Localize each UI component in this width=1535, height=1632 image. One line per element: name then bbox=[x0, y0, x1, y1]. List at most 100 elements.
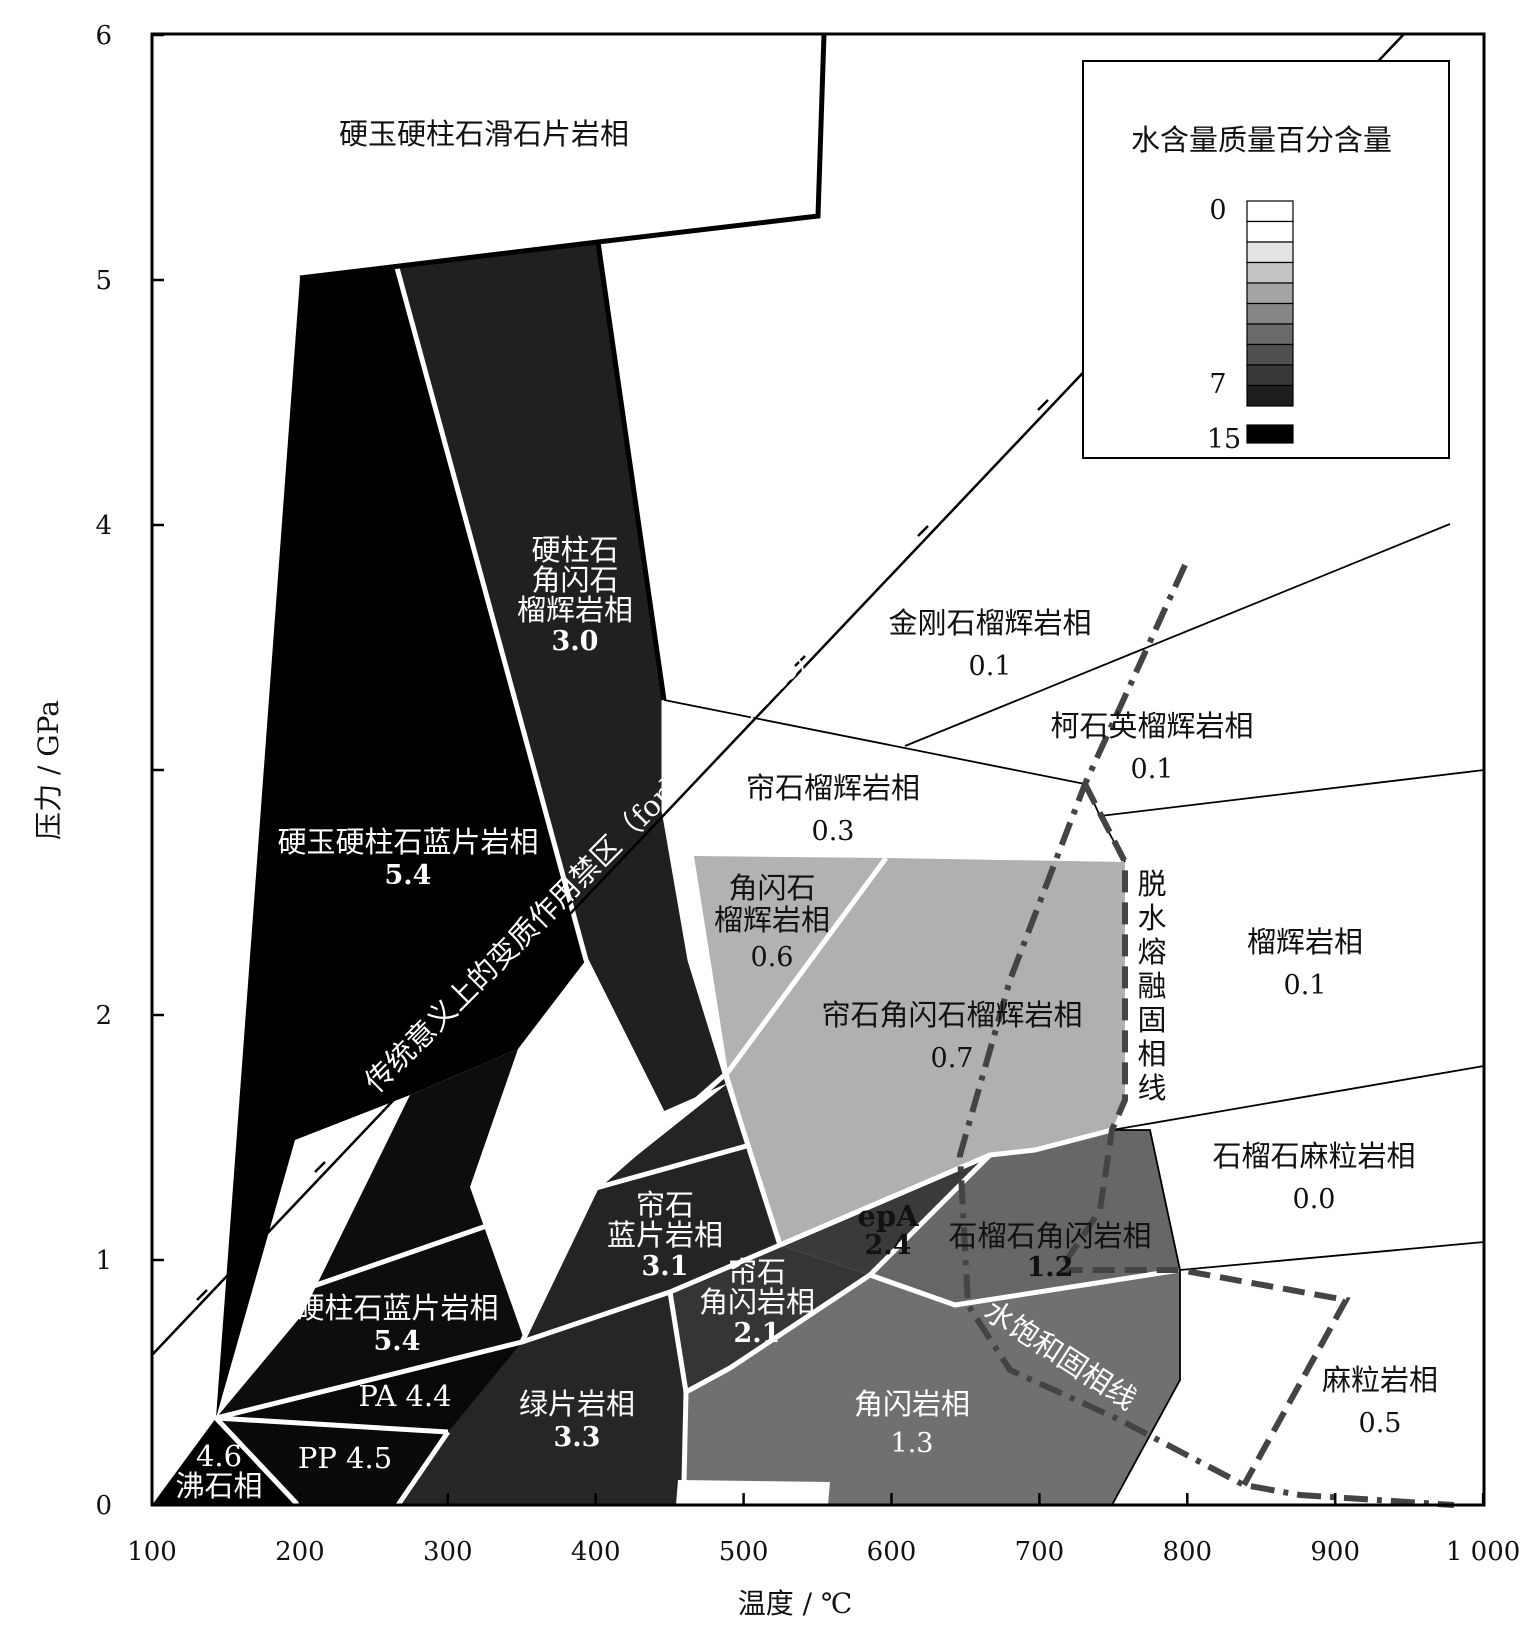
legend-swatches bbox=[1246, 200, 1294, 444]
region-jd-law-blueschist bbox=[216, 264, 586, 1418]
legend-swatch bbox=[1246, 323, 1294, 346]
region-greenschist bbox=[398, 1292, 686, 1505]
facies-water-value: 2.1 bbox=[734, 1318, 781, 1349]
facies-name: 硬柱石蓝片岩相 bbox=[295, 1291, 498, 1325]
facies-water-value: 3.1 bbox=[642, 1251, 689, 1282]
facies-name: epA bbox=[857, 1199, 919, 1233]
y-tick-label: 1 bbox=[95, 1246, 112, 1276]
water-saturated-solidus-line bbox=[956, 563, 1455, 1508]
facies-labels: 硬玉硬柱石滑石片岩相硬玉硬柱石蓝片岩相5.4硬柱石角闪石榴辉岩相3.0金刚石榴辉… bbox=[175, 117, 1438, 1503]
facies-water-value: 5.4 bbox=[374, 1326, 421, 1357]
facies-boundaries bbox=[214, 263, 1181, 1507]
facies-name: 麻粒岩相 bbox=[1322, 1363, 1438, 1397]
facies-label-amphibolite: 角闪岩相 1.3 bbox=[854, 1387, 970, 1459]
boundary-grt-amph-top bbox=[779, 1127, 1113, 1248]
x-tick-label: 800 bbox=[1162, 1537, 1212, 1567]
x-tick-label: 500 bbox=[719, 1537, 769, 1567]
facies-name: 硬玉硬柱石蓝片岩相 bbox=[277, 825, 538, 859]
dehydration-solidus-text: 脱水熔融固相线 bbox=[1137, 867, 1166, 1105]
boundary-ep-ecl-edge bbox=[661, 700, 783, 1246]
legend-swatch bbox=[1246, 282, 1294, 305]
legend-label-0: 0 bbox=[1209, 195, 1226, 226]
facies-water-value: 0.3 bbox=[812, 816, 855, 847]
facies-name: PA 4.4 bbox=[358, 1379, 451, 1413]
legend-swatch bbox=[1246, 241, 1294, 264]
region-PP bbox=[216, 1418, 448, 1505]
x-tick-label: 200 bbox=[275, 1537, 325, 1567]
x-tick-label: 400 bbox=[571, 1537, 621, 1567]
facies-water-value: 1.2 bbox=[1027, 1252, 1074, 1283]
facies-label-grt-granulite: 石榴石麻粒岩相 0.0 bbox=[1212, 1139, 1415, 1215]
facies-label-coesite-eclogite: 柯石英榴辉岩相 0.1 bbox=[1050, 709, 1253, 785]
legend: 水含量质量百分含量 0 7 15 bbox=[1082, 60, 1450, 459]
facies-name: 硬玉硬柱石滑石片岩相 bbox=[339, 117, 629, 151]
region-ep-amphibolite bbox=[670, 1245, 870, 1392]
y-tick-label: 6 bbox=[95, 21, 112, 51]
boundary-greenschist-top bbox=[215, 1242, 781, 1421]
facies-name: 角闪石榴辉岩相 bbox=[714, 871, 830, 937]
legend-swatch bbox=[1246, 364, 1294, 387]
y-axis-title: 压力 / GPa bbox=[32, 700, 65, 840]
x-tick-label: 600 bbox=[867, 1537, 917, 1567]
black-boundaries bbox=[151, 33, 1485, 1506]
facies-water-value: 0.7 bbox=[931, 1043, 974, 1074]
facies-name: 柯石英榴辉岩相 bbox=[1050, 709, 1253, 743]
facies-label-amp-eclogite: 角闪石榴辉岩相 0.6 bbox=[714, 871, 830, 973]
facies-water-value: 0.1 bbox=[969, 651, 1012, 682]
thin-boundaries bbox=[663, 523, 1485, 1506]
x-tick-label: 900 bbox=[1310, 1537, 1360, 1567]
boundary-jd-talc bbox=[299, 33, 827, 281]
x-tick-label: 100 bbox=[127, 1537, 177, 1567]
facies-label-ep-eclogite: 帘石榴辉岩相 0.3 bbox=[746, 771, 920, 847]
boundary-pa-pp bbox=[215, 1415, 449, 1435]
x-tick-label: 1 000 bbox=[1446, 1537, 1520, 1567]
facies-label-zeolite: 4.6 沸石相 bbox=[175, 1439, 262, 1503]
facies-name: 4.6 沸石相 bbox=[175, 1439, 262, 1503]
region-zeolite bbox=[152, 1418, 298, 1505]
region-base-strip bbox=[676, 1480, 830, 1505]
legend-label-15: 15 bbox=[1207, 424, 1241, 455]
boundary-greenschist-left bbox=[395, 1430, 451, 1507]
facies-name: 绿片岩相 bbox=[519, 1387, 635, 1421]
axis-ticks bbox=[150, 33, 1485, 1507]
facies-label-jd-law-talc: 硬玉硬柱石滑石片岩相 bbox=[339, 117, 629, 151]
facies-label-eclogite: 榴辉岩相 0.1 bbox=[1247, 925, 1363, 1001]
y-tick-label: 5 bbox=[95, 266, 112, 296]
facies-name: 榴辉岩相 bbox=[1247, 925, 1363, 959]
region-ep-amp-eclogite bbox=[728, 858, 1125, 1245]
facies-water-value: 1.3 bbox=[891, 1428, 934, 1459]
x-tick-label: 700 bbox=[1015, 1537, 1065, 1567]
region-epA bbox=[780, 1155, 990, 1275]
x-tick-labels: 100 200 300 400 500 600 700 800 900 1 000 bbox=[127, 1537, 1520, 1567]
y-tick-label: 4 bbox=[95, 511, 112, 541]
region-ep-blueschist bbox=[522, 1083, 780, 1342]
region-amphibolite bbox=[678, 1270, 1180, 1505]
legend-swatch bbox=[1246, 384, 1294, 407]
facies-name: 帘石角闪石榴辉岩相 bbox=[821, 998, 1082, 1032]
facies-name: 金刚石榴辉岩相 bbox=[888, 606, 1091, 640]
legend-swatch bbox=[1246, 261, 1294, 284]
boundary-ep-line bbox=[519, 1070, 730, 1344]
legend-swatch-max bbox=[1246, 424, 1294, 444]
facies-name: PP 4.5 bbox=[298, 1441, 392, 1475]
facies-water-value: 2.4 bbox=[865, 1230, 912, 1261]
legend-swatch bbox=[1246, 302, 1294, 325]
x-axis-title: 温度 / ℃ bbox=[738, 1587, 853, 1620]
facies-water-value: 0.6 bbox=[751, 942, 794, 973]
region-law-blueschist bbox=[216, 1049, 525, 1432]
facies-water-value: 0.5 bbox=[1359, 1408, 1402, 1439]
region-amp-eclogite bbox=[694, 856, 886, 1072]
facies-water-value: 0.1 bbox=[1131, 754, 1174, 785]
legend-swatch bbox=[1246, 200, 1294, 223]
facies-water-value: 3.3 bbox=[554, 1422, 601, 1453]
solidus-lines bbox=[956, 563, 1455, 1508]
dehydration-solidus-label: 脱水熔融固相线 bbox=[1137, 867, 1166, 1105]
facies-label-PP: PP 4.5 bbox=[298, 1441, 392, 1475]
